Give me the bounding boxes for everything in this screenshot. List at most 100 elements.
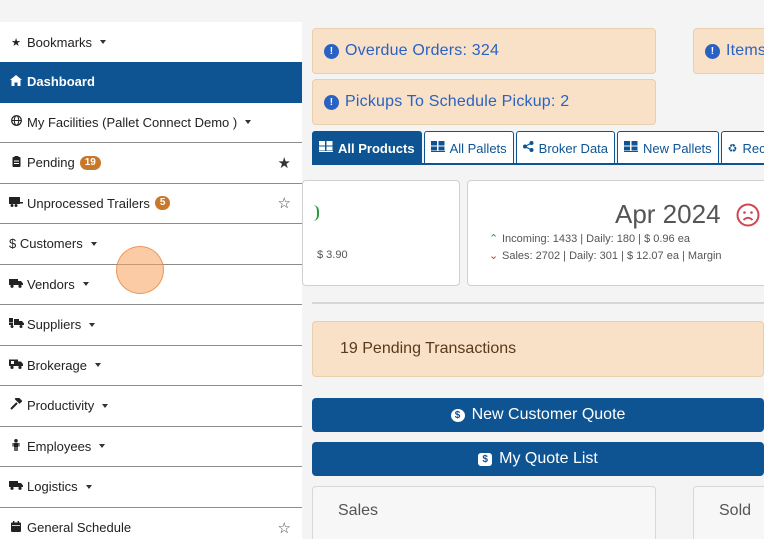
- sidebar: ★ Bookmarks Dashboard My Facilities (Pal…: [0, 22, 302, 539]
- sidebar-item-logistics[interactable]: Logistics: [0, 467, 302, 508]
- new-quote-label: New Customer Quote: [471, 406, 626, 423]
- sidebar-item-label: Dashboard: [27, 74, 95, 90]
- sad-face-icon: [736, 203, 760, 232]
- sidebar-bookmarks[interactable]: ★ Bookmarks: [0, 22, 302, 62]
- star-icon: ★: [11, 36, 21, 49]
- chevron-down-icon: [82, 282, 89, 287]
- overdue-orders-alert[interactable]: ! Overdue Orders: 324: [312, 28, 656, 74]
- chevron-down-icon: [90, 241, 97, 246]
- sidebar-item-label: Suppliers: [27, 317, 82, 333]
- incoming-stats: Incoming: 1433 | Daily: 180 | $ 0.96 ea: [502, 233, 690, 245]
- tab-label: New Pallets: [643, 140, 712, 156]
- trailer-icon: [9, 196, 23, 210]
- items-alert-text: Items: [726, 42, 764, 59]
- sidebar-item-label: My Facilities (Pallet Connect Demo ): [27, 114, 238, 130]
- pending-transactions-banner[interactable]: 19 Pending Transactions: [312, 321, 764, 377]
- chevron-down-icon: [102, 403, 109, 408]
- shipping-truck-icon: [9, 359, 23, 372]
- tab-new-pallets[interactable]: New Pallets: [617, 131, 719, 164]
- sidebar-item-label: General Schedule: [27, 520, 132, 536]
- calendar-icon: [9, 520, 23, 535]
- truck-icon: [9, 480, 23, 493]
- sidebar-item-unprocessed-trailers[interactable]: Unprocessed Trailers 5 ☆: [0, 184, 302, 224]
- chevron-down-icon: [89, 322, 96, 327]
- pallets-icon: [430, 141, 445, 155]
- tabs-underline: [312, 163, 764, 165]
- tab-broker-data[interactable]: Broker Data: [515, 131, 616, 164]
- tab-all-products[interactable]: All Products: [312, 131, 422, 164]
- truck-loading-icon: [9, 318, 24, 331]
- bookmark-star-outline-icon[interactable]: ☆: [277, 519, 291, 537]
- tab-label: Rec: [742, 140, 764, 156]
- sidebar-item-facilities[interactable]: My Facilities (Pallet Connect Demo ): [0, 103, 302, 143]
- share-icon: [522, 141, 534, 155]
- clipboard-icon: [9, 155, 23, 170]
- chevron-down-icon: [99, 444, 106, 449]
- info-icon: !: [324, 43, 339, 59]
- smile-icon-partial: [313, 205, 319, 221]
- sidebar-item-pending[interactable]: Pending 19 ★: [0, 143, 302, 184]
- my-quote-list-button[interactable]: $ My Quote List: [312, 442, 764, 476]
- sidebar-item-employees[interactable]: Employees: [0, 427, 302, 467]
- tab-label: Broker Data: [538, 140, 609, 156]
- sidebar-item-label: $ Customers: [9, 236, 83, 252]
- pickups-alert[interactable]: ! Pickups To Schedule Pickup: 2: [312, 79, 656, 125]
- sidebar-item-productivity[interactable]: Productivity: [0, 386, 302, 427]
- bookmark-star-filled-icon[interactable]: ★: [277, 154, 291, 172]
- sidebar-item-label: Employees: [27, 438, 92, 454]
- left-price: $ 3.90: [317, 249, 348, 261]
- tab-label: All Pallets: [449, 140, 507, 156]
- stats-card-period: Apr 2024 ⌃ Incoming: 1433 | Daily: 180 |…: [467, 180, 764, 286]
- sidebar-item-dashboard[interactable]: Dashboard: [0, 62, 302, 103]
- sidebar-item-vendors[interactable]: Vendors: [0, 265, 302, 305]
- sidebar-item-label: Unprocessed Trailers: [27, 195, 150, 211]
- items-alert[interactable]: ! Items: [693, 28, 764, 74]
- top-strip: [0, 0, 764, 22]
- chevron-down-icon: [245, 120, 252, 125]
- product-tabs: All Products All Pallets Broker Data New…: [312, 131, 764, 164]
- overdue-orders-text: Overdue Orders: 324: [345, 42, 500, 59]
- quote-icon: $: [478, 452, 493, 466]
- quote-list-label: My Quote List: [499, 450, 598, 467]
- section-divider: [312, 302, 764, 304]
- sidebar-item-label: Productivity: [27, 398, 95, 414]
- sales-panel-title: Sales: [338, 502, 379, 519]
- pallets-icon: [319, 141, 333, 155]
- bookmarks-label: Bookmarks: [27, 34, 93, 50]
- new-customer-quote-button[interactable]: $ New Customer Quote: [312, 398, 764, 432]
- comment-icon: $: [450, 408, 465, 422]
- chevron-down-icon: [94, 363, 101, 368]
- stats-card-left: $ 3.90: [302, 180, 460, 286]
- truck-icon: [9, 278, 23, 291]
- bookmark-star-outline-icon[interactable]: ☆: [277, 195, 291, 213]
- down-arrow-icon: ⌄: [489, 250, 499, 262]
- sidebar-item-general-schedule[interactable]: General Schedule ☆: [0, 508, 302, 539]
- tab-all-pallets[interactable]: All Pallets: [423, 131, 514, 164]
- sidebar-item-label: Logistics: [27, 479, 78, 495]
- pending-count-badge: 19: [79, 155, 101, 170]
- tab-recycle[interactable]: ♻ Rec: [720, 131, 764, 164]
- sidebar-item-brokerage[interactable]: Brokerage: [0, 346, 302, 386]
- chevron-down-icon: [85, 484, 92, 489]
- sidebar-item-label: Pending: [27, 155, 75, 171]
- click-indicator: [116, 246, 164, 294]
- sales-stats: Sales: 2702 | Daily: 301 | $ 12.07 ea | …: [502, 250, 722, 262]
- info-icon: !: [705, 43, 720, 59]
- period-title: Apr 2024: [615, 199, 721, 229]
- trailers-count-badge: 5: [154, 196, 171, 211]
- home-icon: [9, 74, 23, 89]
- recycle-icon: ♻: [727, 142, 738, 155]
- globe-icon: [9, 115, 23, 129]
- person-icon: [9, 438, 23, 454]
- hammer-icon: [9, 396, 23, 413]
- sidebar-item-suppliers[interactable]: Suppliers: [0, 305, 302, 346]
- pending-transactions-text: 19 Pending Transactions: [340, 340, 517, 357]
- pallets-icon: [624, 141, 639, 155]
- pickups-text: Pickups To Schedule Pickup: 2: [345, 93, 570, 110]
- main-content: ! Overdue Orders: 324 ! Items ! Pickups …: [302, 22, 764, 539]
- up-arrow-icon: ⌃: [489, 233, 499, 245]
- chevron-down-icon: [100, 40, 107, 44]
- sidebar-item-label: Brokerage: [27, 357, 87, 373]
- sold-panel: Sold: [693, 486, 764, 539]
